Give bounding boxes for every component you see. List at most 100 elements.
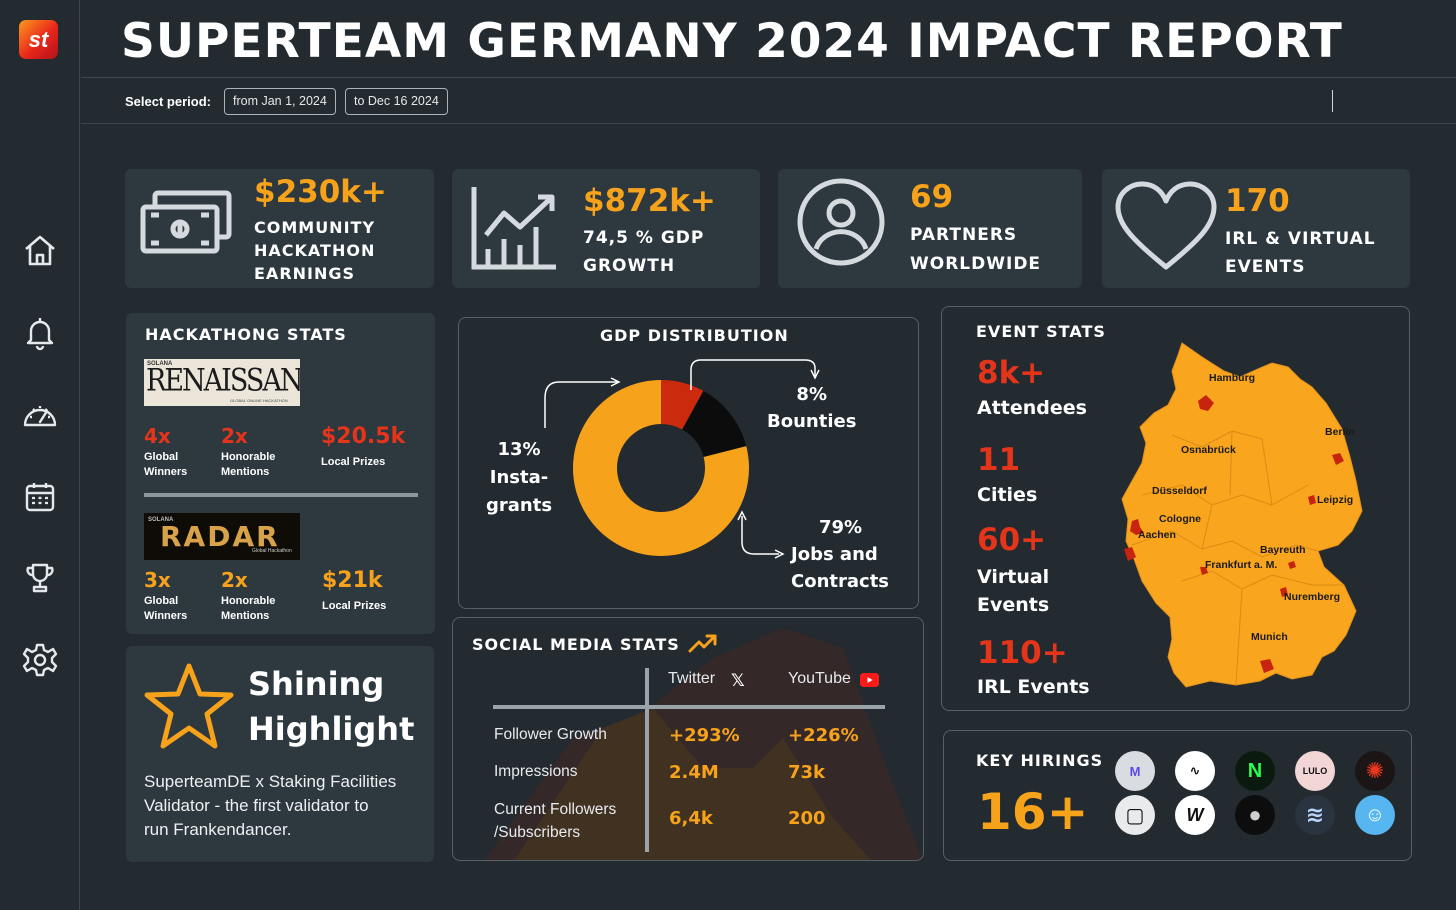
renaissance-winners-label-2: Winners (144, 466, 188, 478)
hiring-logo-1[interactable]: M (1115, 751, 1155, 791)
radar-logo: SOLANA RADAR Global Hackathon (144, 513, 300, 560)
hiring-logo-7[interactable]: W (1175, 795, 1215, 835)
radar-prizes-label: Local Prizes (322, 600, 387, 612)
hiring-logo-3[interactable]: N (1235, 751, 1275, 791)
hiring-logo-4[interactable]: LULO (1295, 751, 1335, 791)
events-value: 170 (1225, 183, 1290, 219)
hiring-logo-2[interactable]: ∿ (1175, 751, 1215, 791)
highlight-title-2: Highlight (248, 710, 415, 748)
radar-tagline: Global Hackathon (252, 548, 292, 554)
highlight-line-3: run Frankendancer. (144, 820, 292, 839)
city-leipzig: Leipzig (1317, 494, 1354, 506)
virtual-events-label-1: Virtual (977, 566, 1050, 588)
to-date-field[interactable]: to Dec 16 2024 (345, 88, 448, 115)
hiring-logo-9[interactable]: ≋ (1295, 795, 1335, 835)
highlight-line-2: Validator - the first validator to (144, 796, 369, 815)
calendar-icon[interactable] (20, 477, 60, 517)
radar-mentions: 2x (221, 568, 248, 592)
youtube-logo-icon (860, 673, 879, 687)
twitter-current-followers: 6,4k (669, 808, 713, 829)
gdp-distribution-card: GDP DISTRIBUTION 8% Bounties 13% Insta- … (458, 317, 919, 609)
hackathon-divider (144, 493, 418, 497)
gdp-label-1: 74,5 % GDP (583, 228, 705, 248)
renaissance-logo: SOLANA RENAISSANCE GLOBAL ONLINE HACKATH… (144, 359, 300, 406)
trophy-icon[interactable] (20, 558, 60, 598)
key-hirings-card: KEY HIRINGS 16+ M ∿ N LULO ✺ ▢ W ● ≋ ☺ (943, 730, 1412, 861)
key-hirings-count: 16+ (977, 783, 1089, 841)
virtual-events-label-2: Events (977, 594, 1050, 616)
earnings-value: $230k+ (254, 174, 387, 210)
gdp-value: $872k+ (583, 183, 716, 219)
bounties-label: Bounties (767, 411, 857, 432)
renaissance-mentions-label-1: Honorable (221, 451, 276, 463)
jobs-label-1: Jobs and (791, 544, 878, 565)
events-label-1: IRL & VIRTUAL (1225, 229, 1376, 249)
row-current-followers-2: /Subscribers (494, 824, 581, 841)
growth-chart-icon (471, 187, 556, 270)
gdp-label-2: GROWTH (583, 256, 676, 276)
city-aachen: Aachen (1138, 529, 1176, 541)
grants-label-1: Insta- (489, 467, 549, 488)
gdp-donut-chart (573, 380, 749, 556)
grants-label-2: grants (486, 495, 553, 516)
money-icon (140, 190, 232, 254)
germany-map (1121, 342, 1363, 688)
bell-icon[interactable] (20, 312, 60, 352)
donut-slice-bounties (661, 380, 704, 430)
city-berlin: Berlin (1325, 426, 1355, 438)
city-munich: Munich (1251, 631, 1288, 643)
irl-events-label: IRL Events (977, 676, 1090, 698)
renaissance-prizes-label: Local Prizes (321, 456, 386, 468)
city-hamburg: Hamburg (1209, 372, 1256, 384)
earnings-label-3: EARNINGS (254, 264, 356, 283)
radar-winners: 3x (144, 568, 171, 592)
radar-text: RADAR (160, 520, 280, 553)
hiring-logo-10[interactable]: ☺ (1355, 795, 1395, 835)
renaissance-tagline: GLOBAL ONLINE HACKATHON (230, 398, 288, 403)
logo-text: st (28, 26, 49, 52)
heart-icon (1115, 181, 1217, 270)
youtube-current-subscribers: 200 (788, 808, 826, 829)
hiring-logo-8[interactable]: ● (1235, 795, 1275, 835)
key-hirings-title: KEY HIRINGS (976, 751, 1104, 770)
gear-icon[interactable] (20, 640, 60, 680)
superteam-logo[interactable]: st (19, 20, 58, 59)
city-dusseldorf: Düsseldorf (1152, 485, 1207, 497)
city-osnabruck: Osnabrück (1181, 444, 1236, 456)
twitter-column-label: Twitter (668, 670, 716, 687)
period-label: Select period: (125, 94, 211, 109)
hiring-logo-6[interactable]: ▢ (1115, 795, 1155, 835)
social-column-divider (645, 668, 649, 852)
speedometer-icon[interactable] (20, 395, 60, 435)
city-bayreuth: Bayreuth (1260, 544, 1306, 556)
irl-events-value: 110+ (977, 635, 1068, 671)
twitter-follower-growth: +293% (669, 725, 740, 746)
kpi-earnings-card: $230k+ COMMUNITY HACKATHON EARNINGS (125, 169, 434, 288)
home-icon[interactable] (20, 230, 60, 270)
grants-pct: 13% (497, 439, 541, 460)
city-nuremberg: Nuremberg (1284, 591, 1341, 603)
gdp-distribution-title: GDP DISTRIBUTION (600, 326, 789, 345)
virtual-events-value: 60+ (977, 522, 1047, 558)
renaissance-winners: 4x (144, 424, 171, 448)
row-follower-growth: Follower Growth (494, 726, 607, 743)
donut-slice-jobs-and-contracts (573, 380, 749, 556)
from-date-field[interactable]: from Jan 1, 2024 (224, 88, 336, 115)
radar-winners-label-1: Global (144, 595, 179, 607)
highlight-card: Shining Highlight SuperteamDE x Staking … (126, 646, 434, 862)
social-title: SOCIAL MEDIA STATS (472, 635, 680, 654)
social-header-divider (493, 705, 885, 709)
cities-value: 11 (977, 442, 1021, 478)
partners-label-2: WORLDWIDE (910, 254, 1042, 274)
hiring-logo-5[interactable]: ✺ (1355, 751, 1395, 791)
renaissance-text: RENAISSANCE (146, 362, 300, 399)
youtube-follower-growth: +226% (788, 725, 859, 746)
event-stats-card: EVENT STATS Hamburg Berlin Osnabrück Düs… (941, 306, 1410, 711)
youtube-impressions: 73k (788, 762, 826, 783)
donut-slice-instagrants (682, 390, 747, 458)
earnings-label-2: HACKATHON (254, 241, 376, 260)
hackathon-title: HACKATHONG STATS (145, 325, 347, 344)
period-divider-line (81, 123, 1456, 124)
jobs-pct: 79% (819, 517, 863, 538)
highlight-title-1: Shining (248, 665, 385, 703)
